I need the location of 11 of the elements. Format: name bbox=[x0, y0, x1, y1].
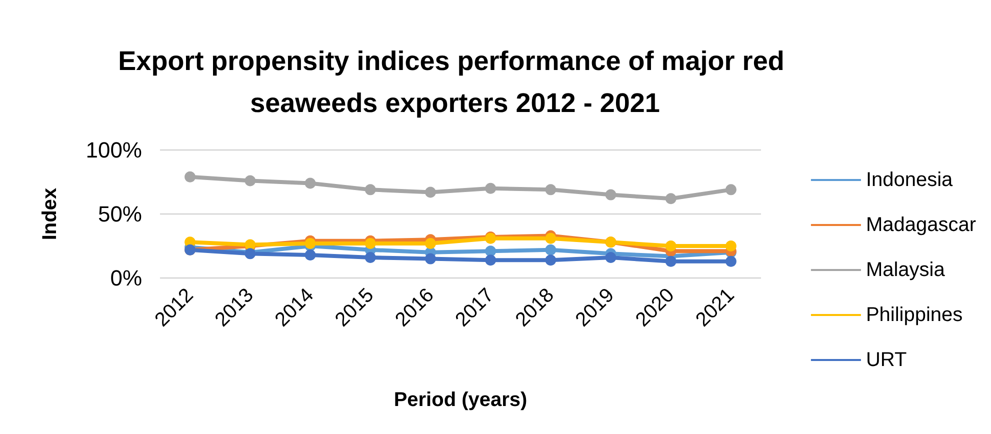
chart-title: Export propensity indices performance of major red seaweeds exporters 2012 - 2021 bbox=[118, 46, 792, 118]
legend-label: Philippines bbox=[866, 304, 963, 326]
legend-label: Indonesia bbox=[866, 169, 954, 191]
y-tick-label: 100% bbox=[86, 138, 142, 162]
y-tick-label: 50% bbox=[98, 202, 142, 226]
legend-label: Madagascar bbox=[866, 214, 976, 236]
legend-label: URT bbox=[866, 349, 907, 371]
y-tick-label: 0% bbox=[110, 266, 142, 290]
legend-label: Malaysia bbox=[866, 259, 946, 281]
x-axis-title: Period (years) bbox=[394, 389, 528, 411]
y-axis-title: Index bbox=[39, 188, 61, 240]
